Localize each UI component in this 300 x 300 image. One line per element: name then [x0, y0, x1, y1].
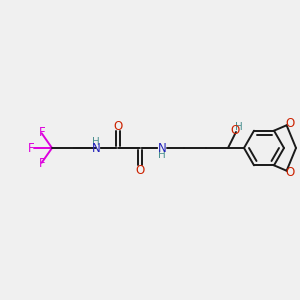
Text: H: H: [158, 150, 166, 160]
Text: O: O: [135, 164, 145, 176]
Text: N: N: [92, 142, 100, 155]
Text: H: H: [92, 137, 100, 147]
Text: O: O: [113, 119, 123, 133]
Text: O: O: [285, 166, 294, 179]
Text: N: N: [158, 142, 166, 154]
Text: F: F: [28, 142, 34, 154]
Text: H: H: [235, 122, 243, 132]
Text: F: F: [39, 126, 46, 139]
Text: F: F: [39, 157, 46, 170]
Text: O: O: [230, 124, 240, 137]
Text: O: O: [285, 117, 294, 130]
